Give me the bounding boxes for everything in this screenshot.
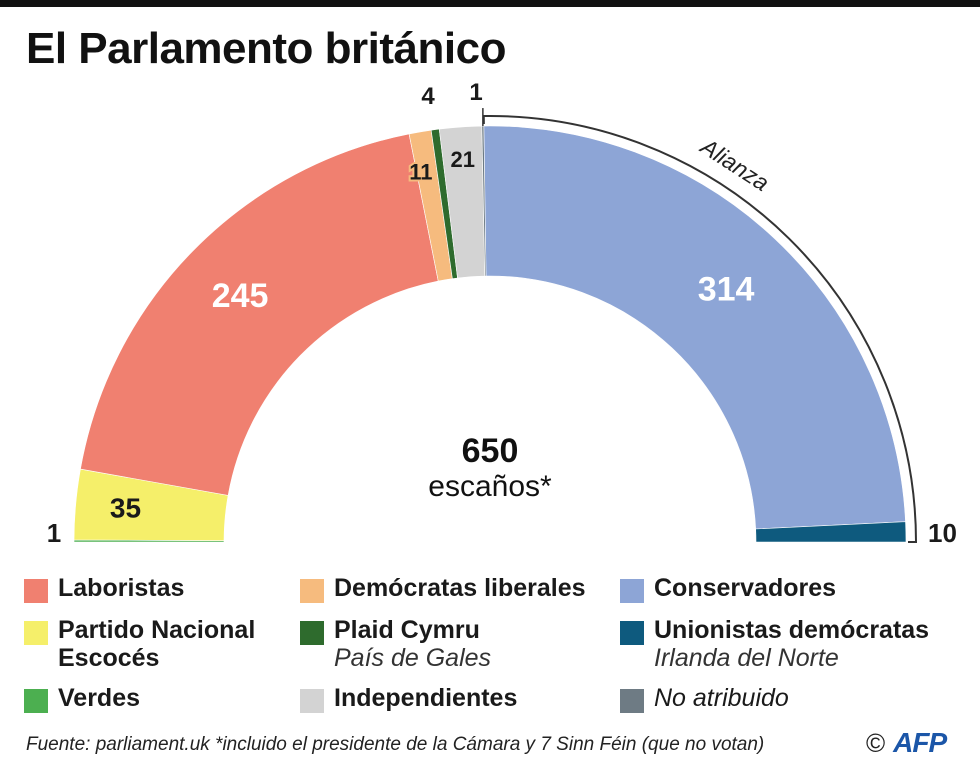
legend-swatch — [620, 621, 644, 645]
source-footnote: Fuente: parliament.uk *incluido el presi… — [26, 734, 765, 755]
total-seats-label: escaños* — [428, 470, 552, 503]
value-label-partido-nacional-escoces: 35 — [110, 492, 141, 523]
arc-conservadores — [483, 125, 906, 530]
legend-swatch — [620, 579, 644, 603]
legend-swatch — [24, 621, 48, 645]
value-label-plaid-cymru: 4 — [421, 83, 435, 110]
legend-label: Unionistas demócratas — [654, 616, 930, 644]
legend-swatch — [300, 579, 324, 603]
legend-swatch — [24, 689, 48, 713]
arc-laboristas — [80, 133, 439, 496]
legend-label: No atribuido — [654, 684, 789, 712]
legend-label: Partido Nacional — [58, 616, 256, 644]
legend-item-unionistas-democratas: Unionistas demócratas Irlanda del Norte — [620, 616, 929, 672]
legend-sublabel: País de Gales — [334, 644, 492, 672]
legend-label: Conservadores — [654, 574, 837, 602]
top-bar — [0, 0, 980, 7]
legend-swatch — [24, 579, 48, 603]
legend-item-plaid-cymru: Plaid Cymru País de Gales — [300, 616, 491, 672]
credit: © AFP — [866, 727, 947, 759]
legend-sublabel: Irlanda del Norte — [654, 644, 839, 672]
legend-item-partido-nacional-escoces: Partido Nacional Escocés — [24, 616, 255, 672]
value-label-laboristas: 245 — [212, 277, 269, 315]
arc-unionistas-democratas — [755, 521, 907, 543]
copyright-symbol: © — [866, 727, 886, 758]
value-label-independientes: 21 — [451, 147, 475, 172]
legend-item-no-atribuido: No atribuido — [620, 684, 789, 713]
total-seats-value: 650 — [462, 432, 519, 470]
value-label-unionistas-democratas: 10 — [928, 518, 957, 548]
legend-item-independientes: Independientes — [300, 684, 517, 713]
value-label-no-atribuido: 1 — [469, 79, 482, 106]
value-label-democratas-liberales: 11 — [409, 159, 432, 184]
legend-item-conservadores: Conservadores — [620, 574, 836, 603]
legend-label: Laboristas — [58, 574, 185, 602]
page-title: El Parlamento británico — [26, 24, 506, 73]
legend: Laboristas Demócratas liberales Conserva… — [0, 570, 980, 720]
legend-item-verdes: Verdes — [24, 684, 140, 713]
legend-swatch — [620, 689, 644, 713]
legend-item-democratas-liberales: Demócratas liberales — [300, 574, 586, 603]
value-label-conservadores: 314 — [698, 270, 755, 308]
legend-label: Verdes — [58, 684, 141, 712]
legend-label-line2: Escocés — [58, 644, 160, 672]
legend-label: Plaid Cymru — [334, 616, 480, 644]
legend-swatch — [300, 689, 324, 713]
legend-item-laboristas: Laboristas — [24, 574, 184, 603]
legend-swatch — [300, 621, 324, 645]
alianza-bracket — [482, 115, 918, 543]
afp-logo: AFP — [893, 727, 947, 758]
value-label-verdes: 1 — [47, 518, 61, 548]
legend-label: Independientes — [334, 684, 518, 712]
legend-label: Demócratas liberales — [334, 574, 586, 602]
